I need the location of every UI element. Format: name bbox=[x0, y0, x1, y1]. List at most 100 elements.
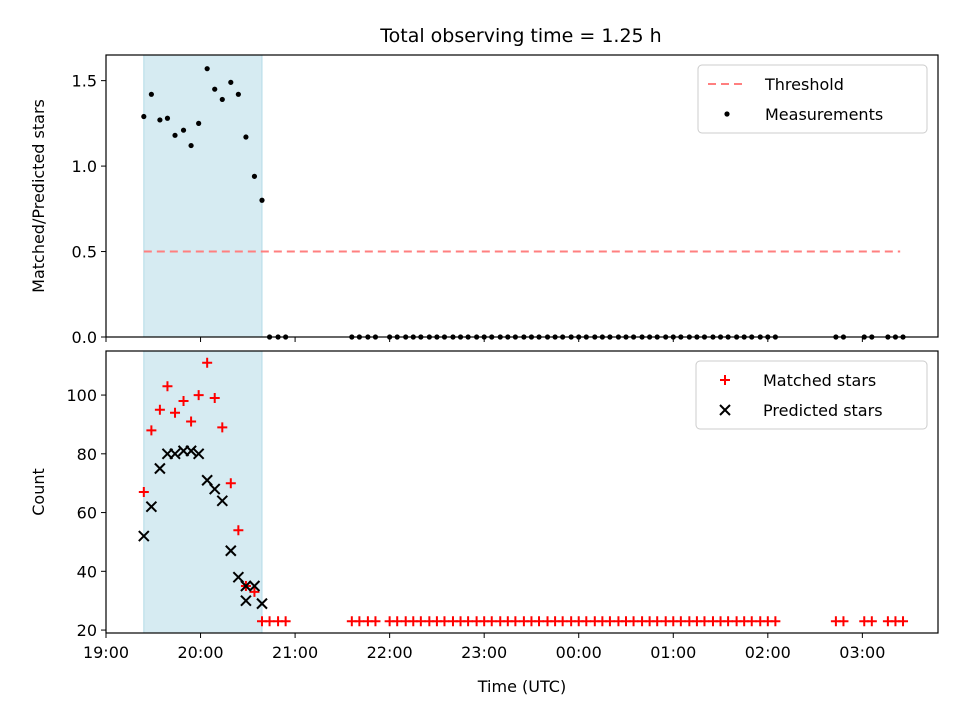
data-point-predicted bbox=[240, 580, 252, 592]
data-point-matched bbox=[354, 616, 365, 627]
data-point-measurement bbox=[164, 115, 171, 121]
data-point-predicted bbox=[248, 580, 261, 592]
y-tick-label: 0.0 bbox=[72, 328, 97, 347]
data-point-matched bbox=[534, 616, 545, 627]
data-point-measurement bbox=[243, 134, 249, 140]
data-point-predicted bbox=[185, 445, 197, 457]
legend-label: Threshold bbox=[764, 75, 844, 94]
data-point-matched bbox=[249, 586, 260, 597]
y-tick-label: 0.5 bbox=[72, 243, 97, 262]
data-point-matched bbox=[581, 616, 592, 627]
x-tick-label: 22:00 bbox=[367, 643, 413, 662]
data-point-predicted bbox=[138, 530, 150, 542]
data-point-measurement bbox=[157, 117, 163, 123]
data-point-predicted bbox=[209, 483, 221, 495]
data-point-matched bbox=[225, 478, 236, 489]
data-point-matched bbox=[746, 616, 757, 627]
legend-label: Predicted stars bbox=[763, 401, 883, 420]
data-point-matched bbox=[604, 616, 615, 627]
x-tick-label: 23:00 bbox=[461, 643, 507, 662]
data-point-matched bbox=[463, 616, 474, 627]
legend-label: Matched stars bbox=[763, 371, 876, 390]
data-point-predicted bbox=[256, 597, 268, 610]
data-point-matched bbox=[699, 616, 710, 627]
data-point-matched bbox=[264, 616, 275, 627]
data-point-measurement bbox=[235, 91, 241, 97]
legend-predicted-swatch bbox=[719, 404, 731, 416]
y-tick-label: 100 bbox=[66, 386, 97, 405]
data-point-matched bbox=[280, 616, 291, 627]
x-tick-label: 00:00 bbox=[556, 643, 602, 662]
data-point-matched bbox=[233, 525, 244, 536]
data-point-measurement bbox=[259, 197, 265, 203]
x-tick-label: 19:00 bbox=[83, 643, 129, 662]
data-point-predicted bbox=[192, 448, 205, 460]
data-point-measurement bbox=[228, 79, 234, 85]
data-point-matched bbox=[202, 357, 213, 368]
data-point-matched bbox=[217, 422, 228, 433]
data-point-matched bbox=[186, 416, 197, 427]
data-point-matched bbox=[370, 616, 381, 627]
data-point-predicted bbox=[145, 500, 158, 513]
legend-box bbox=[695, 360, 928, 430]
data-point-matched bbox=[652, 616, 663, 627]
y-axis-label: Count bbox=[29, 468, 48, 516]
x-axis-label: Time (UTC) bbox=[477, 677, 566, 696]
data-point-matched bbox=[838, 616, 849, 627]
legend-label: Measurements bbox=[765, 105, 883, 124]
y-tick-label: 1.5 bbox=[72, 72, 97, 91]
data-point-matched bbox=[146, 425, 157, 436]
data-point-matched bbox=[193, 390, 204, 401]
y-tick-label: 20 bbox=[77, 621, 97, 640]
data-point-measurement bbox=[141, 113, 147, 120]
legend-matched-swatch bbox=[720, 375, 730, 385]
data-point-measurement bbox=[180, 127, 187, 133]
data-point-matched bbox=[557, 616, 568, 627]
data-point-matched bbox=[628, 616, 639, 627]
data-point-matched bbox=[170, 407, 181, 418]
data-point-predicted bbox=[154, 462, 166, 475]
shaded-interval bbox=[143, 350, 263, 634]
legend-box bbox=[697, 64, 928, 134]
data-point-measurement bbox=[188, 142, 194, 149]
data-point-predicted bbox=[225, 545, 237, 557]
data-point-matched bbox=[154, 404, 165, 415]
data-point-matched bbox=[209, 393, 220, 403]
y-tick-label: 1.0 bbox=[72, 157, 97, 176]
data-point-measurement bbox=[212, 86, 218, 92]
data-point-measurement bbox=[172, 132, 178, 138]
y-tick-label: 40 bbox=[77, 562, 97, 581]
data-point-matched bbox=[138, 487, 149, 497]
count-panel: 20 40 60 80 100 19:00 20:00 21:00 22:00 23:00 00:0… bbox=[29, 350, 939, 696]
data-point-predicted bbox=[169, 448, 181, 460]
x-tick-label: 21:00 bbox=[272, 643, 318, 662]
shaded-interval bbox=[143, 54, 263, 338]
data-point-measurement bbox=[219, 96, 225, 103]
data-point-matched bbox=[675, 616, 686, 627]
legend: Matched stars Predicted stars bbox=[695, 360, 928, 430]
data-point-measurement bbox=[204, 66, 210, 72]
data-point-matched bbox=[415, 616, 426, 627]
y-axis-label: Matched/Predicted stars bbox=[29, 99, 48, 293]
x-tick-label: 01:00 bbox=[650, 643, 696, 662]
ratio-panel: 0.0 0.5 1.0 1.5 Matched/Predicted stars Thres… bbox=[29, 54, 939, 347]
data-point-matched bbox=[486, 616, 497, 627]
data-point-predicted bbox=[240, 594, 252, 607]
x-tick-label: 20:00 bbox=[177, 643, 223, 662]
data-point-matched bbox=[898, 616, 909, 627]
data-point-measurement bbox=[196, 120, 202, 126]
legend-measurement-swatch bbox=[724, 111, 730, 117]
data-point-matched bbox=[723, 616, 734, 627]
data-point-matched bbox=[770, 616, 781, 627]
data-point-matched bbox=[439, 616, 450, 627]
y-tick-label: 80 bbox=[77, 445, 97, 464]
data-point-predicted bbox=[216, 495, 228, 507]
data-point-matched bbox=[392, 616, 403, 627]
data-point-matched bbox=[178, 395, 189, 406]
data-point-matched bbox=[162, 381, 173, 392]
data-point-matched bbox=[510, 616, 521, 627]
data-point-measurement bbox=[251, 173, 258, 179]
series-predicted-stars bbox=[138, 445, 268, 610]
axes-frame bbox=[105, 350, 939, 634]
